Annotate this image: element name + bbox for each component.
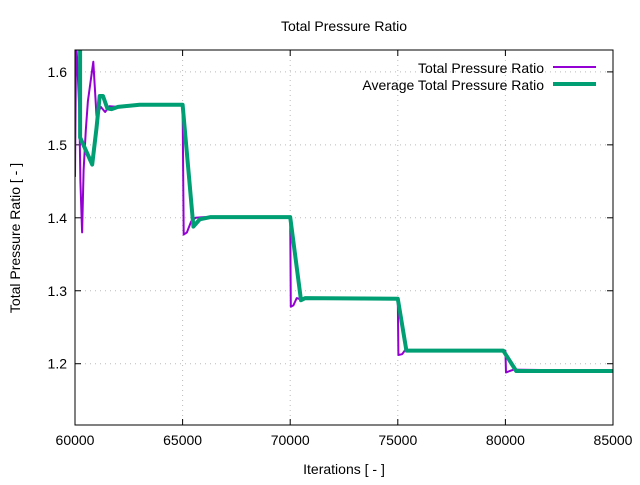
y-tick-label: 1.3 — [48, 283, 68, 299]
legend: Total Pressure Ratio Average Total Press… — [362, 60, 596, 93]
legend-label-average: Average Total Pressure Ratio — [362, 77, 544, 93]
series-line-average-total-pressure-ratio — [78, 50, 613, 373]
x-tick-label: 75000 — [378, 432, 417, 448]
chart-title: Total Pressure Ratio — [281, 18, 407, 34]
y-tick-label: 1.4 — [48, 210, 68, 226]
y-tick-label: 1.2 — [48, 356, 68, 372]
x-tick-label: 85000 — [594, 432, 633, 448]
plot-frame — [74, 49, 614, 426]
x-tick-label: 70000 — [271, 432, 310, 448]
x-tick-label: 65000 — [163, 432, 202, 448]
y-tick-label: 1.5 — [48, 137, 68, 153]
series-group — [75, 50, 613, 374]
x-axis-label: Iterations [ - ] — [303, 461, 385, 477]
x-tick-label: 80000 — [486, 432, 525, 448]
x-tick-label: 60000 — [56, 432, 95, 448]
axis-ticks: 60000 65000 70000 75000 80000 85000 1.2 1.3 1.4 1… — [48, 50, 633, 448]
legend-label-total: Total Pressure Ratio — [418, 60, 544, 76]
y-axis-label: Total Pressure Ratio [ - ] — [7, 163, 23, 313]
y-tick-label: 1.6 — [48, 64, 68, 80]
